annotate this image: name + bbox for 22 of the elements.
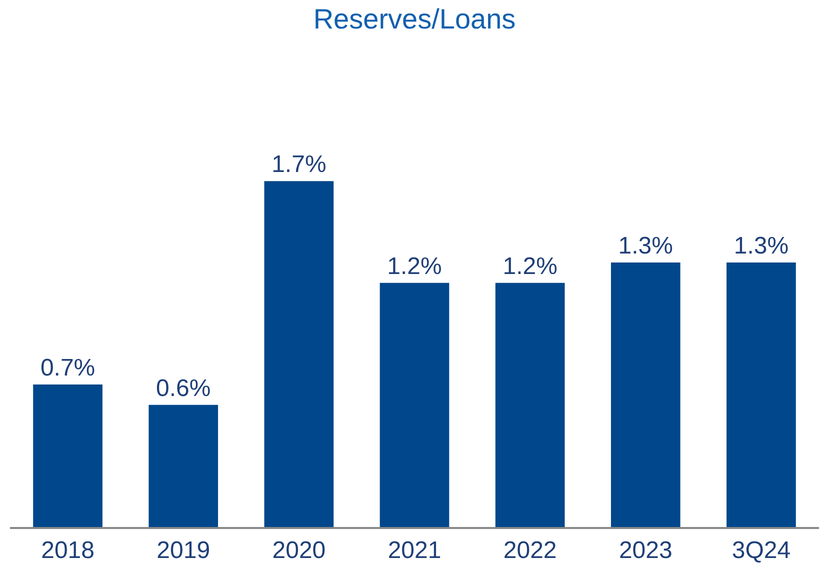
data-label: 0.6% — [156, 374, 211, 402]
bar — [33, 384, 102, 527]
bar — [264, 181, 334, 527]
x-tick-label: 2018 — [41, 536, 94, 564]
x-tick-label: 2019 — [156, 536, 210, 564]
data-label: 1.3% — [734, 232, 789, 260]
data-label: 1.3% — [618, 232, 673, 260]
x-tick-label: 2023 — [618, 536, 672, 564]
chart-title: Reserves/Loans — [313, 3, 516, 34]
x-tick-label: 2022 — [503, 536, 557, 564]
data-label: 1.2% — [502, 252, 558, 280]
data-label: 1.7% — [272, 151, 326, 178]
x-tick-label: 2021 — [388, 536, 442, 564]
bar — [495, 282, 565, 527]
data-label: 1.2% — [387, 252, 442, 280]
data-label: 0.7% — [40, 354, 96, 382]
bar — [380, 282, 450, 527]
x-tick-label: 3Q24 — [732, 536, 791, 564]
x-tick-label: 2020 — [272, 536, 326, 564]
bar — [610, 262, 680, 527]
bar — [148, 404, 218, 527]
bar — [726, 262, 796, 527]
